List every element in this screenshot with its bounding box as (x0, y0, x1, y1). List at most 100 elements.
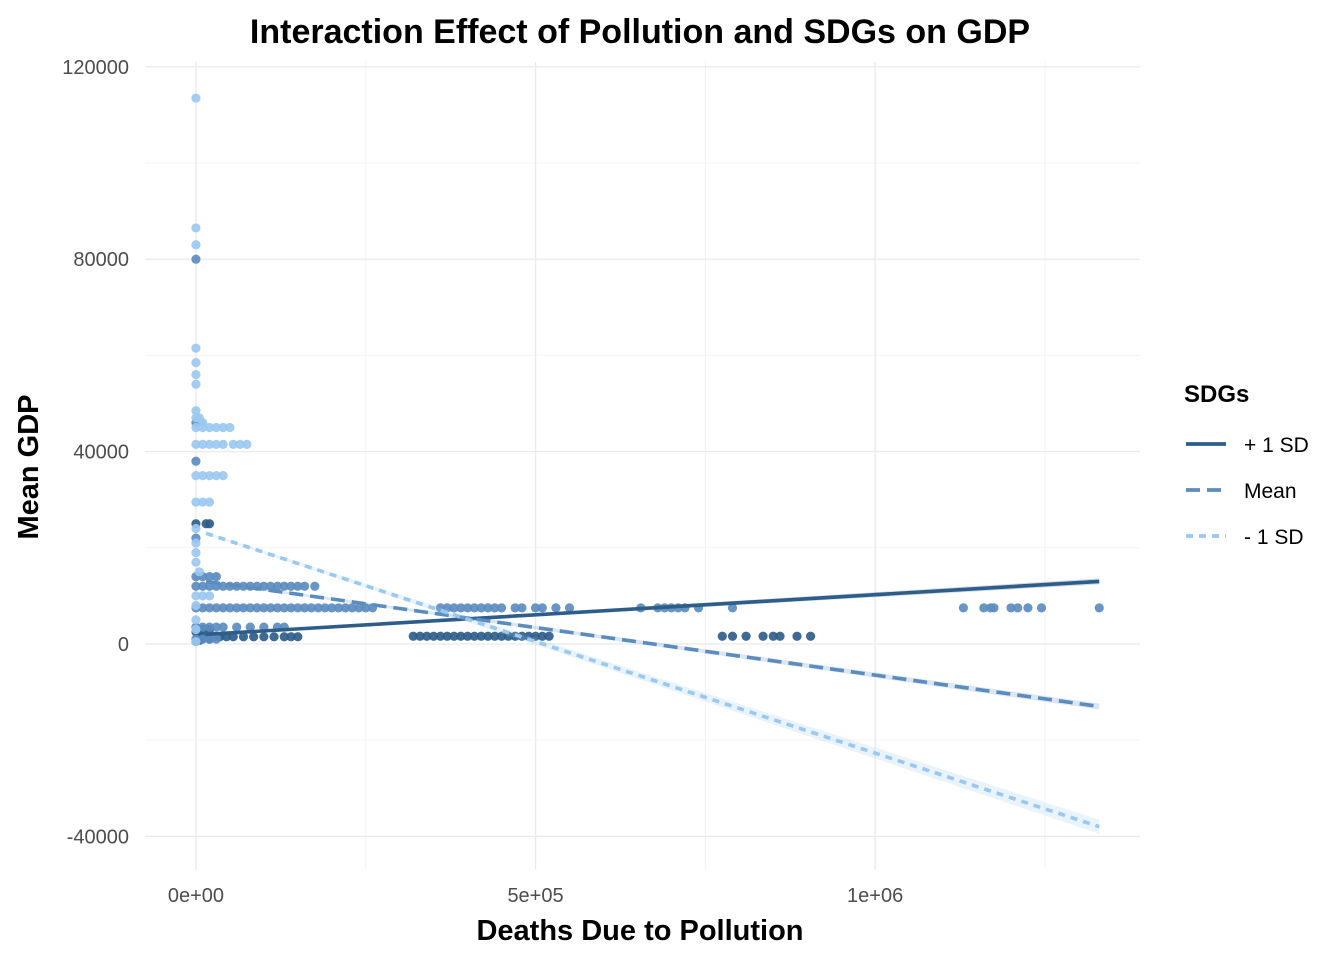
data-point (476, 603, 486, 613)
data-point (456, 631, 466, 641)
data-point (286, 632, 296, 642)
data-point (204, 519, 215, 529)
data-point (198, 422, 208, 433)
data-point (537, 603, 547, 613)
data-point (204, 439, 215, 449)
data-point (191, 240, 201, 250)
fit-line-2 (205, 531, 1100, 829)
data-point (252, 603, 262, 613)
data-point (293, 603, 303, 613)
data-point (204, 591, 215, 601)
data-point (269, 632, 279, 642)
legend-title: SDGs (1184, 381, 1249, 408)
data-point (245, 622, 255, 632)
data-point (727, 631, 738, 641)
data-point (259, 632, 269, 642)
data-point (235, 439, 245, 449)
data-point (191, 357, 201, 368)
data-point (1013, 603, 1023, 613)
data-point (191, 456, 201, 466)
data-point (211, 622, 221, 632)
data-point (245, 603, 255, 613)
data-point (218, 603, 228, 613)
y-tick-label: 0 (118, 634, 129, 656)
y-tick-label: 40000 (73, 442, 129, 464)
data-point (435, 631, 446, 641)
data-point (198, 471, 208, 481)
data-point (361, 603, 371, 613)
data-point (327, 603, 337, 613)
data-point (279, 603, 289, 613)
data-point (354, 603, 364, 613)
data-point (293, 581, 303, 591)
data-point (191, 254, 201, 264)
data-point (293, 632, 303, 642)
data-point (449, 603, 459, 613)
data-point (300, 603, 310, 613)
data-point (530, 603, 541, 613)
fit-line-0 (206, 579, 1100, 637)
data-point (456, 603, 466, 613)
x-axis-title: Deaths Due to Pollution (476, 915, 803, 947)
data-point (469, 631, 480, 641)
data-point (204, 634, 215, 644)
data-point (272, 581, 283, 591)
data-point (768, 631, 778, 641)
data-point (191, 600, 201, 611)
data-point (191, 223, 201, 233)
data-point (238, 632, 249, 642)
data-point (191, 547, 201, 558)
data-point (191, 343, 201, 353)
data-point (483, 631, 493, 641)
data-point (211, 572, 221, 582)
data-point (191, 523, 201, 534)
data-point (1036, 603, 1047, 613)
data-point (204, 471, 215, 481)
x-tick-label: 0e+00 (168, 885, 224, 907)
axes: 0e+00 5e+05 1e+06 -40000 0 40000 80000 120000 (62, 57, 903, 907)
fit-lines (205, 531, 1100, 834)
data-point (211, 422, 221, 433)
data-point (496, 631, 507, 641)
data-point (238, 581, 249, 591)
data-point (333, 603, 344, 613)
data-point (191, 581, 201, 591)
y-tick-label: 120000 (62, 57, 129, 79)
data-point (503, 631, 513, 641)
data-point (279, 581, 289, 591)
series-points-2 (191, 93, 252, 647)
data-point (564, 603, 575, 613)
data-point (469, 603, 480, 613)
data-point (228, 439, 238, 449)
data-point (191, 615, 201, 625)
data-point (242, 439, 252, 449)
data-point (1006, 603, 1016, 613)
data-point (218, 422, 228, 433)
chart-title: Interaction Effect of Pollution and SDGs… (250, 13, 1030, 51)
data-point (232, 603, 242, 613)
y-tick-label: -40000 (67, 826, 129, 848)
data-point (204, 603, 215, 613)
data-point (544, 631, 554, 641)
data-point (310, 581, 320, 591)
data-point (422, 631, 432, 641)
data-point (191, 636, 201, 647)
data-point (517, 603, 527, 613)
data-point (198, 497, 208, 507)
data-point (191, 557, 201, 567)
data-point (272, 603, 283, 613)
data-point (496, 603, 507, 613)
data-point (225, 422, 235, 433)
data-point (958, 603, 969, 613)
data-point (320, 603, 330, 613)
data-point (279, 632, 289, 642)
data-point (347, 603, 357, 613)
data-point (266, 603, 276, 613)
data-point (483, 603, 493, 613)
data-point (463, 631, 473, 641)
fit-line-1 (205, 579, 1100, 709)
data-point (194, 567, 204, 577)
scatter-points (191, 93, 1104, 647)
data-point (191, 370, 201, 380)
data-point (191, 471, 201, 481)
